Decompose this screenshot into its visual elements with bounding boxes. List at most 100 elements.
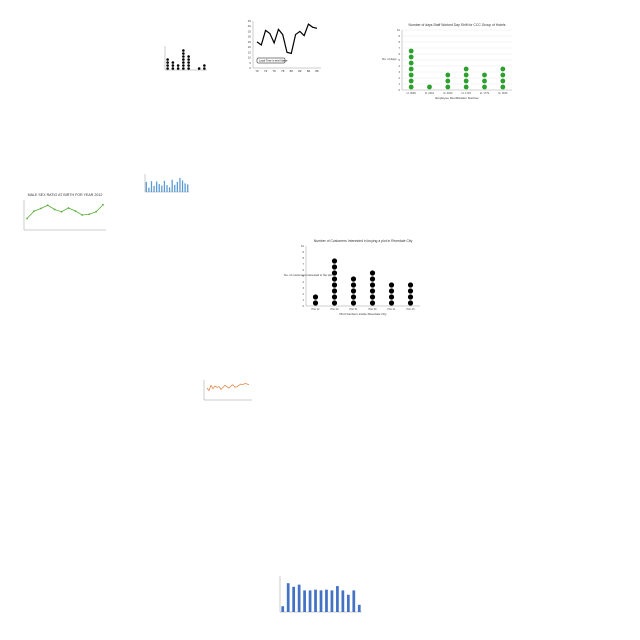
dot-marker [408, 78, 414, 84]
y-tick-label: 1 [398, 82, 400, 86]
bar [166, 185, 168, 192]
x-tick-label: 72 [255, 69, 259, 73]
bar [281, 606, 285, 612]
x-tick-label: Plot 40 [369, 307, 378, 311]
dot-marker [407, 282, 414, 288]
chart-title: Number of Customers Interested in buying… [314, 239, 413, 243]
x-tick-label: 86 [315, 69, 319, 73]
dot-marker [182, 64, 185, 67]
x-tick-label: Plot 12 [312, 307, 321, 311]
dot-marker [187, 64, 190, 67]
dot-marker [427, 84, 432, 90]
series-line [206, 382, 250, 392]
dot-marker [182, 52, 185, 55]
y-tick-label: 30 [248, 35, 252, 39]
dot-marker [482, 84, 487, 90]
y-tick-label: 5 [398, 58, 400, 62]
y-tick-label: 20 [248, 45, 252, 49]
legend-label: Local Time in envi Name [259, 59, 288, 63]
y-tick-label: 0 [398, 88, 400, 92]
data-point [67, 207, 70, 209]
dot-marker [312, 294, 319, 300]
dot-marker [463, 78, 469, 84]
bar [357, 604, 361, 612]
x-tick-label: Id. 1704 [462, 91, 472, 95]
bar [303, 590, 306, 612]
bar [179, 177, 181, 192]
dot-marker [407, 294, 414, 300]
dot-marker [176, 64, 180, 67]
y-tick-label: 10 [248, 56, 252, 60]
bar [161, 185, 163, 192]
chart-6: Number of Customers Interested in buying… [284, 239, 420, 316]
dot-marker [331, 300, 338, 306]
y-tick-label: 6 [302, 268, 304, 272]
bar [150, 181, 153, 192]
dot-marker [203, 64, 206, 67]
y-tick-label: 3 [398, 70, 400, 74]
data-point [81, 214, 84, 216]
dot-marker [445, 78, 451, 84]
dot-marker [500, 78, 506, 84]
x-axis-label: Plot Numbers inside Riverdale City [339, 312, 387, 316]
x-tick-label: Plot 41 [388, 307, 397, 311]
dot-marker [350, 276, 357, 282]
dot-marker [331, 288, 338, 294]
dot-marker [369, 294, 376, 300]
bar [346, 594, 350, 612]
data-point [53, 208, 56, 211]
dot-marker [408, 84, 414, 90]
legend-box [256, 57, 286, 64]
series-line [256, 23, 318, 55]
bar [308, 590, 312, 612]
y-tick-label: 9 [398, 34, 400, 38]
bar [341, 590, 345, 612]
bar [292, 586, 296, 612]
bar [153, 185, 155, 192]
bar [325, 589, 328, 612]
data-point [60, 210, 63, 213]
dot-marker [171, 61, 175, 64]
bar [330, 590, 334, 612]
dot-marker [182, 61, 185, 64]
dot-marker [407, 288, 414, 294]
dot-marker [187, 58, 190, 61]
chart-title: MALE SEX RATIO AT BIRTH FOR YEAR 2012 [28, 193, 103, 197]
data-point [26, 217, 28, 220]
dot-marker [312, 300, 319, 306]
dot-marker [331, 294, 338, 300]
x-tick-label: 80 [290, 69, 294, 73]
y-tick-label: 7 [302, 262, 304, 266]
x-tick-label: Id. 0006 [407, 91, 417, 95]
x-tick-label: Plot 43 [407, 307, 416, 311]
dot-marker [331, 282, 338, 288]
data-point [74, 210, 77, 212]
dot-marker [408, 72, 414, 78]
dot-marker [500, 84, 506, 90]
y-tick-label: 2 [398, 76, 400, 80]
dot-marker [182, 55, 185, 58]
series-line [26, 204, 104, 219]
dot-marker [463, 66, 469, 72]
bar [171, 179, 173, 192]
x-tick-label: 76 [273, 69, 277, 73]
dot-marker [166, 61, 169, 64]
y-tick-label: 4 [398, 64, 400, 68]
y-tick-label: 5 [302, 274, 304, 278]
dot-marker [482, 78, 487, 84]
y-tick-label: 8 [398, 40, 400, 44]
chart-title: Number of days Staff Worked Day Shift fo… [409, 23, 506, 27]
dot-marker [408, 66, 414, 72]
x-tick-label: Id. 1816 [498, 91, 508, 95]
bar [314, 589, 317, 612]
dot-marker [408, 60, 414, 66]
dot-marker [331, 270, 338, 276]
x-tick-label: 78 [281, 69, 285, 73]
dot-marker [171, 64, 175, 67]
dot-marker [408, 48, 414, 54]
x-tick-label: Id. 1779 [480, 91, 490, 95]
dot-marker [408, 54, 414, 60]
y-tick-label: 10 [397, 28, 401, 32]
bar [319, 590, 323, 612]
